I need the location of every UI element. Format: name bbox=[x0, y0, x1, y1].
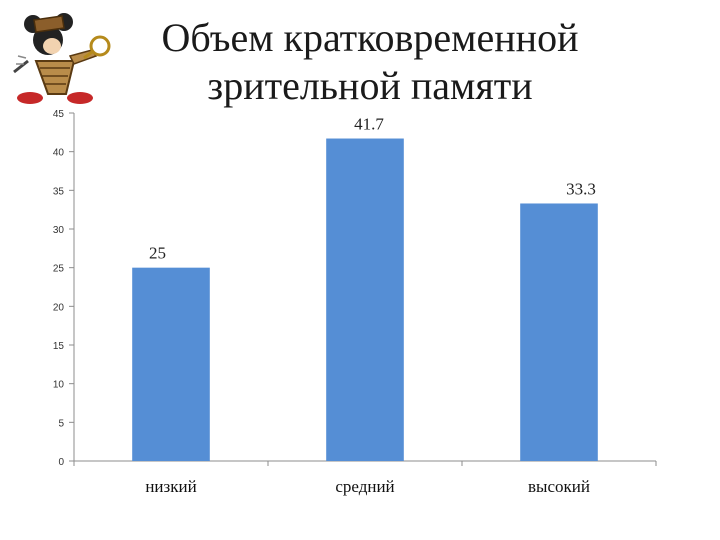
y-tick-label: 5 bbox=[58, 418, 64, 429]
data-label: 33.3 bbox=[566, 179, 596, 198]
y-tick-label: 10 bbox=[53, 380, 65, 391]
y-tick-label: 35 bbox=[53, 186, 65, 197]
chart-title: Объем кратковременной зрительной памяти bbox=[110, 14, 630, 110]
x-category-label: высокий bbox=[528, 477, 590, 496]
y-tick-label: 25 bbox=[53, 264, 65, 275]
bar bbox=[520, 203, 598, 462]
y-tick-label: 0 bbox=[58, 457, 64, 468]
y-tick-label: 40 bbox=[53, 148, 65, 159]
cartoon-mouse-icon bbox=[13, 13, 111, 104]
x-category-label: низкий bbox=[145, 477, 196, 496]
y-tick-label: 15 bbox=[53, 341, 65, 352]
y-tick-label: 45 bbox=[53, 109, 65, 120]
bar bbox=[326, 138, 404, 461]
data-label: 41.7 bbox=[354, 115, 384, 134]
y-tick-label: 30 bbox=[53, 225, 65, 236]
y-tick-label: 20 bbox=[53, 302, 65, 313]
chart-title-line-1: Объем кратковременной bbox=[161, 15, 579, 60]
x-category-label: средний bbox=[335, 477, 394, 496]
data-label: 25 bbox=[149, 244, 166, 263]
bar bbox=[132, 267, 210, 461]
chart-title-line-2: зрительной памяти bbox=[207, 63, 533, 108]
